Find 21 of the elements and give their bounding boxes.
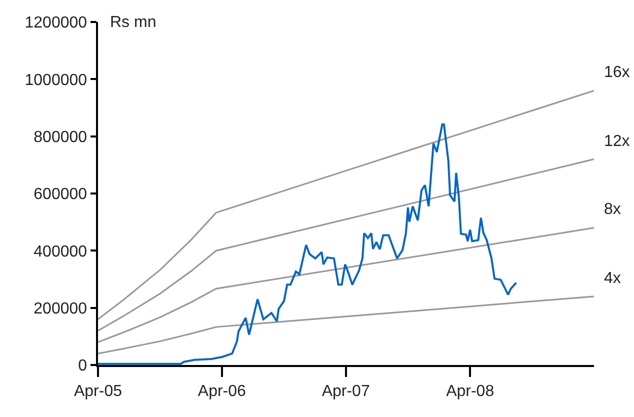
x-tick-label: Apr-08 — [446, 382, 494, 400]
series-label: 16x — [604, 64, 630, 81]
line-series — [98, 158, 594, 332]
y-tick-label: 400000 — [34, 243, 88, 260]
series-label: 4x — [604, 270, 621, 287]
x-tick-label: Apr-06 — [198, 382, 246, 400]
y-tick-label: 200000 — [34, 300, 88, 318]
y-tick-label: 600000 — [34, 186, 88, 204]
y-axis-title: Rs mn — [110, 14, 156, 31]
line-series — [98, 296, 594, 354]
y-tick-label: 1200000 — [24, 14, 88, 32]
series-label: 8x — [604, 201, 621, 218]
y-tick-label: 0 — [78, 358, 88, 375]
y-tick-label: 1000000 — [24, 72, 88, 89]
series-label: 12x — [604, 133, 630, 150]
x-tick-label: Apr-07 — [322, 382, 370, 400]
line-series — [98, 123, 518, 365]
line-series — [98, 90, 594, 320]
y-tick-label: 800000 — [34, 128, 88, 146]
line-series — [98, 227, 594, 343]
x-tick-label: Apr-05 — [74, 382, 122, 400]
